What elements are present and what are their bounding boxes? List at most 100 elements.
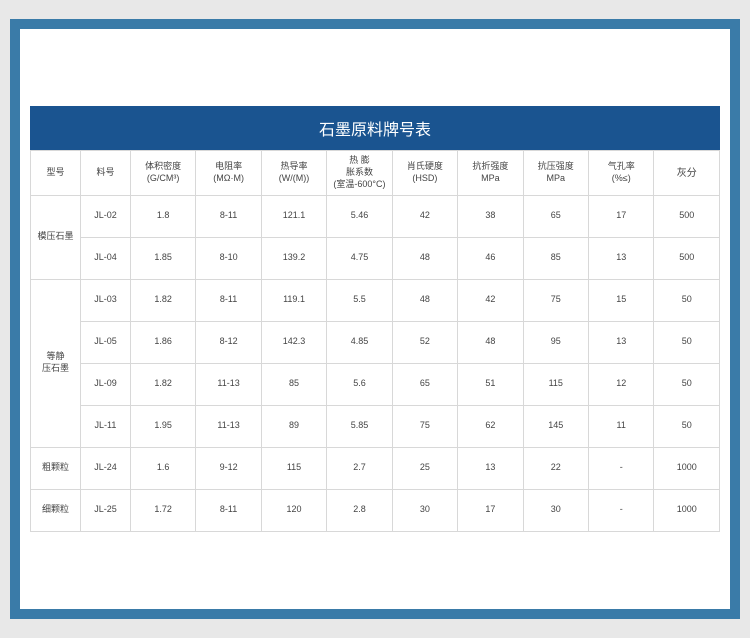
column-header: 抗压强度MPa [523,151,588,195]
data-cell: JL-03 [80,279,130,321]
data-cell: 50 [654,321,720,363]
data-cell: 1.8 [130,195,195,237]
data-cell: 48 [458,321,523,363]
data-cell: - [589,447,654,489]
data-cell: 1.6 [130,447,195,489]
data-cell: 115 [523,363,588,405]
data-cell: 1000 [654,447,720,489]
data-cell: 50 [654,405,720,447]
data-cell: 1.82 [130,363,195,405]
data-cell: 1.86 [130,321,195,363]
data-cell: 139.2 [261,237,326,279]
data-cell: 50 [654,363,720,405]
data-cell: 51 [458,363,523,405]
column-header: 体积密度(G/CM³) [130,151,195,195]
data-cell: 62 [458,405,523,447]
table-panel: 石墨原料牌号表 型号料号体积密度(G/CM³)电阻率(MΩ·M)热导率(W/(M… [30,106,720,531]
data-cell: 142.3 [261,321,326,363]
data-cell: 9-12 [196,447,261,489]
column-header: 料号 [80,151,130,195]
data-cell: 120 [261,489,326,531]
table-row: 粗颗粒JL-241.69-121152.7251322-1000 [31,447,720,489]
graphite-spec-table: 型号料号体积密度(G/CM³)电阻率(MΩ·M)热导率(W/(M))热 膨胀系数… [30,150,720,531]
data-cell: 8-11 [196,279,261,321]
data-cell: 22 [523,447,588,489]
data-cell: 85 [523,237,588,279]
data-cell: JL-09 [80,363,130,405]
table-row: 细颗粒JL-251.728-111202.8301730-1000 [31,489,720,531]
table-body: 模压石墨JL-021.88-11121.15.4642386517500JL-0… [31,195,720,531]
data-cell: 11 [589,405,654,447]
data-cell: 8-10 [196,237,261,279]
data-cell: 50 [654,279,720,321]
data-cell: 11-13 [196,363,261,405]
data-cell: - [589,489,654,531]
data-cell: 121.1 [261,195,326,237]
data-cell: 65 [392,363,457,405]
data-cell: 30 [523,489,588,531]
outer-frame: 石墨原料牌号表 型号料号体积密度(G/CM³)电阻率(MΩ·M)热导率(W/(M… [10,19,740,619]
data-cell: 2.8 [327,489,392,531]
table-row: 模压石墨JL-021.88-11121.15.4642386517500 [31,195,720,237]
data-cell: 17 [589,195,654,237]
data-cell: 48 [392,237,457,279]
data-cell: 13 [458,447,523,489]
column-header: 肖氏硬度(HSD) [392,151,457,195]
data-cell: 42 [458,279,523,321]
data-cell: JL-05 [80,321,130,363]
data-cell: 89 [261,405,326,447]
data-cell: 48 [392,279,457,321]
data-cell: 12 [589,363,654,405]
data-cell: 4.75 [327,237,392,279]
data-cell: JL-04 [80,237,130,279]
data-cell: 145 [523,405,588,447]
data-cell: 4.85 [327,321,392,363]
data-cell: 65 [523,195,588,237]
data-cell: 75 [523,279,588,321]
data-cell: 5.5 [327,279,392,321]
type-cell: 粗颗粒 [31,447,81,489]
data-cell: 8-11 [196,489,261,531]
data-cell: 5.85 [327,405,392,447]
column-header: 电阻率(MΩ·M) [196,151,261,195]
data-cell: 8-12 [196,321,261,363]
data-cell: 52 [392,321,457,363]
data-cell: JL-24 [80,447,130,489]
data-cell: 11-13 [196,405,261,447]
data-cell: 5.46 [327,195,392,237]
data-cell: JL-25 [80,489,130,531]
data-cell: 13 [589,237,654,279]
column-header: 灰分 [654,151,720,195]
data-cell: 15 [589,279,654,321]
data-cell: 13 [589,321,654,363]
data-cell: 1.95 [130,405,195,447]
data-cell: 85 [261,363,326,405]
data-cell: 25 [392,447,457,489]
data-cell: 115 [261,447,326,489]
table-row: JL-111.9511-13895.8575621451150 [31,405,720,447]
data-cell: JL-11 [80,405,130,447]
data-cell: 17 [458,489,523,531]
data-cell: 500 [654,195,720,237]
table-row: JL-051.868-12142.34.855248951350 [31,321,720,363]
type-cell: 细颗粒 [31,489,81,531]
data-cell: JL-02 [80,195,130,237]
data-cell: 30 [392,489,457,531]
table-header: 型号料号体积密度(G/CM³)电阻率(MΩ·M)热导率(W/(M))热 膨胀系数… [31,151,720,195]
data-cell: 500 [654,237,720,279]
column-header: 型号 [31,151,81,195]
table-title: 石墨原料牌号表 [30,106,720,150]
type-cell: 模压石墨 [31,195,81,279]
data-cell: 5.6 [327,363,392,405]
data-cell: 1.72 [130,489,195,531]
column-header: 抗折强度MPa [458,151,523,195]
data-cell: 1.85 [130,237,195,279]
data-cell: 8-11 [196,195,261,237]
data-cell: 2.7 [327,447,392,489]
data-cell: 42 [392,195,457,237]
data-cell: 119.1 [261,279,326,321]
data-cell: 1000 [654,489,720,531]
column-header: 热导率(W/(M)) [261,151,326,195]
data-cell: 46 [458,237,523,279]
data-cell: 75 [392,405,457,447]
